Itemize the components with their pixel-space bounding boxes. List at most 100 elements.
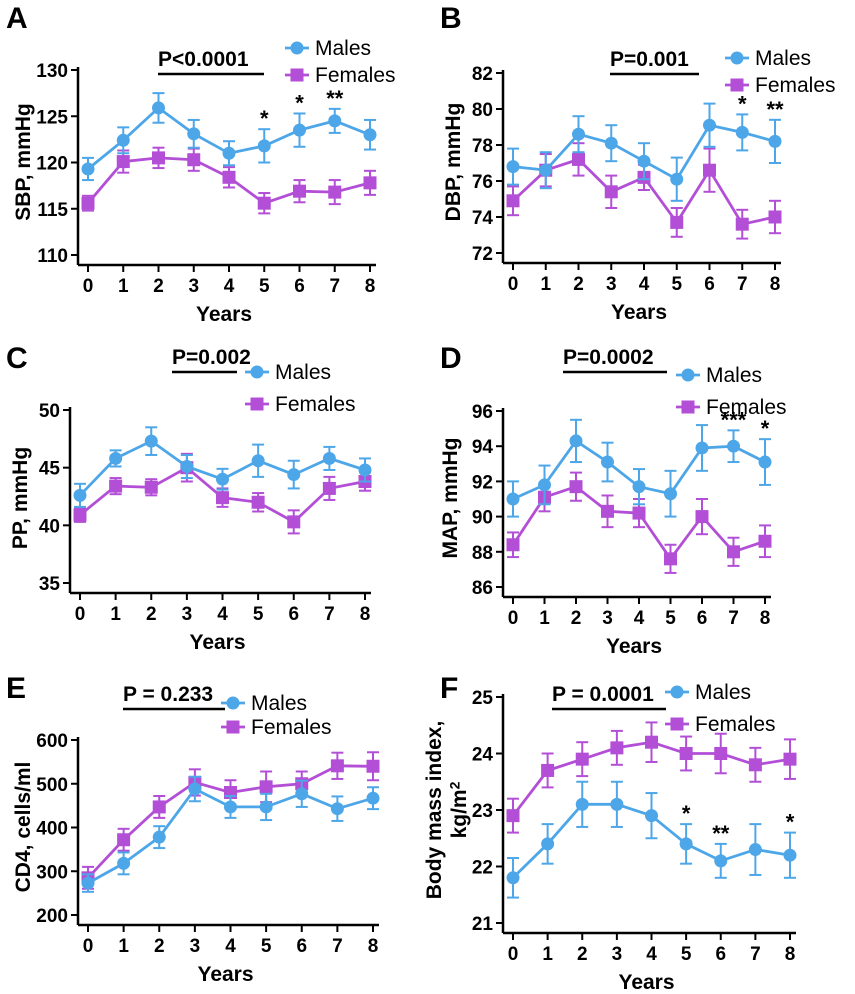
data-point-males [695, 441, 709, 455]
data-point-females [758, 534, 772, 548]
data-point-females [768, 210, 782, 224]
data-point-males [632, 480, 646, 494]
legend-marker-circle [290, 41, 304, 55]
y-axis-title: MAP, mmHg [439, 438, 462, 559]
legend-marker-circle [226, 696, 240, 710]
series-females [506, 721, 797, 834]
x-tick-label: 5 [681, 944, 692, 965]
y-tick-label: 115 [37, 200, 68, 221]
p-value: P=0.002 [172, 346, 251, 369]
p-value: P = 0.233 [123, 683, 213, 706]
legend-item-females: Females [221, 716, 332, 739]
data-point-males [703, 118, 716, 132]
x-tick-label: 8 [760, 608, 771, 629]
series-males [81, 92, 377, 182]
data-point-females [216, 491, 229, 505]
legend-marker-circle [681, 368, 695, 382]
data-point-females [152, 151, 165, 165]
legend-label: Females [315, 64, 396, 87]
y-tick-label: 21 [472, 914, 494, 935]
data-point-females [601, 504, 614, 518]
x-tick-label: 6 [288, 604, 299, 625]
y-tick-label: 86 [472, 578, 493, 599]
x-tick-label: 5 [671, 274, 682, 295]
data-point-males [664, 487, 677, 501]
data-point-males [116, 133, 130, 147]
y-tick-label: 300 [36, 862, 68, 883]
data-point-females [645, 735, 658, 749]
legend-marker-square [681, 400, 695, 414]
y-tick-label: 600 [36, 731, 68, 752]
y-tick-label: 35 [39, 574, 61, 595]
data-point-females [116, 155, 130, 169]
x-tick-label: 8 [365, 276, 376, 297]
legend-label: Males [251, 692, 307, 715]
y-tick-label: 92 [472, 472, 493, 493]
y-axis-title-superscript: 2 [447, 781, 463, 789]
data-point-females [670, 215, 684, 229]
data-point-males [109, 451, 123, 465]
legend-marker-square [250, 397, 264, 411]
significance-marker: * [260, 106, 269, 131]
panel-label: F [440, 672, 458, 705]
x-tick-label: 5 [259, 276, 270, 297]
data-point-females [81, 196, 95, 210]
legend-label: Females [695, 713, 776, 736]
x-axis-title: Years [189, 631, 245, 654]
x-tick-label: 7 [329, 276, 340, 297]
x-tick-label: 6 [697, 608, 708, 629]
y-tick-label: 82 [472, 64, 493, 85]
data-point-females [695, 510, 709, 524]
legend-label: Males [695, 681, 751, 704]
data-point-females [506, 538, 520, 552]
data-point-males [287, 468, 301, 482]
data-point-females [109, 479, 123, 493]
legend-label: Males [275, 361, 331, 384]
significance-marker: ** [712, 821, 730, 846]
legend-label: Females [706, 396, 787, 419]
x-tick-label: 0 [508, 274, 519, 295]
x-tick-label: 1 [539, 608, 550, 629]
y-tick-label: 400 [36, 819, 68, 840]
data-point-females [632, 506, 646, 520]
x-tick-label: 3 [612, 944, 623, 965]
x-tick-label: 5 [253, 604, 264, 625]
y-axis-title: Body mass index, kg/m2 [423, 721, 471, 900]
legend-item-males: Males [285, 37, 371, 60]
panel-a: A 110 115 120 125 130 0 1 2 3 4 5 6 7 8 Years SBP, mmHg P… [6, 2, 396, 326]
x-tick-label: 4 [217, 604, 228, 625]
x-tick-label: 1 [110, 604, 121, 625]
y-axis-title: CD4, cells/ml [12, 762, 35, 893]
data-point-females [366, 759, 380, 773]
data-point-females [703, 163, 716, 177]
x-tick-label: 7 [737, 274, 748, 295]
significance-marker: * [761, 416, 770, 441]
legend-item-females: Females [676, 396, 787, 419]
data-point-males [295, 787, 309, 801]
x-tick-label: 2 [153, 276, 164, 297]
x-tick-label: 8 [368, 936, 379, 957]
data-point-females [610, 741, 624, 755]
significance-marker: ** [766, 97, 784, 122]
series-males [506, 418, 772, 518]
data-point-males [601, 455, 614, 469]
data-point-males [330, 802, 344, 816]
p-value: P<0.0001 [158, 48, 249, 71]
panel-label: D [440, 342, 462, 375]
y-tick-label: 72 [472, 244, 493, 265]
data-point-males [224, 800, 237, 814]
series-males [506, 102, 782, 202]
data-point-females [259, 780, 273, 794]
data-point-males [506, 871, 520, 885]
data-point-males [604, 136, 618, 150]
x-tick-label: 3 [182, 604, 193, 625]
legend-item-females: Females [665, 713, 776, 736]
data-point-females [152, 800, 166, 814]
data-point-females [363, 176, 377, 190]
x-tick-label: 6 [715, 944, 726, 965]
x-axis-title: Years [197, 963, 253, 986]
legend-item-males: Males [245, 361, 331, 384]
data-point-females [287, 515, 301, 529]
